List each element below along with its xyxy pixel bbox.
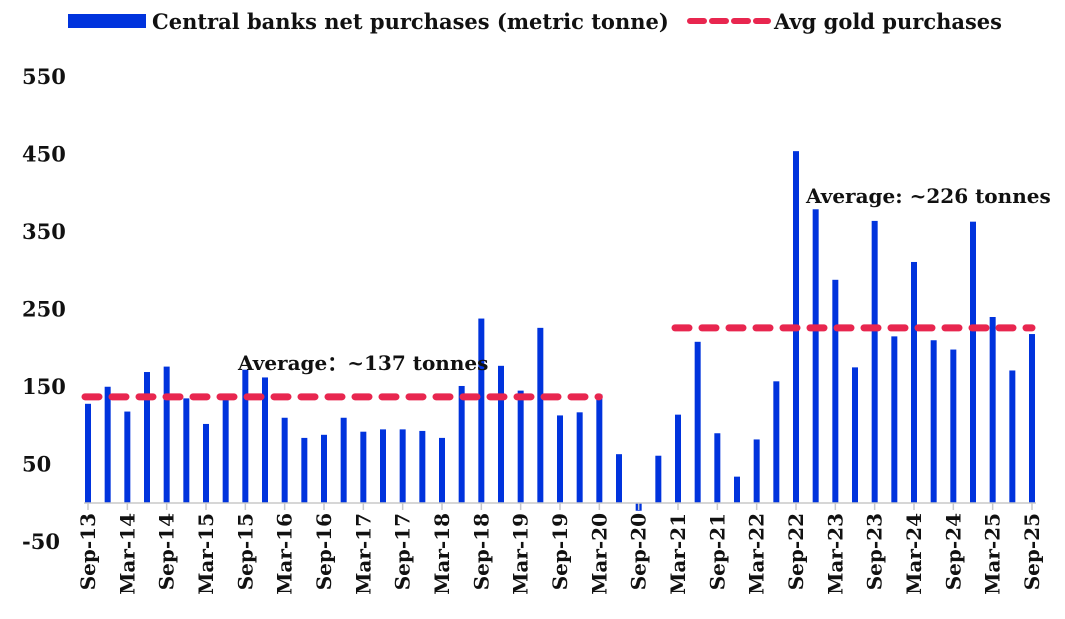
bar-Mar-20 [596,394,603,503]
bar-Sep-13 [85,403,91,503]
x-axis: Sep-13 Mar-14 Sep-14 Mar-15 Sep-15 Mar-16 Sep-… [76,502,1044,595]
bar-Sep-16 [321,434,327,503]
bar-Jun-21 [694,341,701,503]
x-tick-label: Mar-14 [115,513,139,595]
bar-Jun-16 [301,437,308,503]
x-tick-label: Mar-24 [902,513,926,595]
bar-Dec-17 [419,430,426,503]
bar-Mar-19 [517,390,524,503]
bar-Sep-18 [478,318,485,503]
x-tick-label: Mar-21 [666,513,690,595]
bar-Sep-21 [714,433,721,503]
bar-Dec-23 [891,336,898,503]
bar-Mar-17 [360,431,367,503]
y-tick-label: 350 [22,219,66,244]
x-tick-label: Mar-16 [273,513,297,595]
bar-Jun-25 [1009,370,1016,503]
legend-label-avg: Avg gold purchases [773,9,1002,34]
x-tick-label: Sep-23 [863,513,887,590]
bar-Dec-15 [262,377,268,503]
bar-Dec-18 [498,365,504,503]
y-tick-label: 50 [22,451,51,476]
x-tick-label: Mar-15 [194,513,218,595]
average-annotation: Average：~137 tonnes [237,351,488,375]
bar-Mar-16 [281,417,288,503]
y-tick-label: -50 [22,529,60,554]
x-tick-label: Mar-18 [430,513,454,595]
bar-Jun-18 [458,385,465,503]
x-tick-label: Mar-19 [509,513,533,595]
bar-Sep-24 [950,349,957,503]
bar-Dec-24 [970,221,976,504]
bar-Sep-17 [399,429,406,503]
bar-Dec-14 [183,398,190,503]
bar-Mar-21 [675,414,681,503]
x-tick-label: Sep-22 [784,513,808,590]
x-tick-label: Sep-13 [76,513,100,590]
bar-Mar-24 [911,261,917,503]
x-tick-label: Sep-17 [391,513,415,590]
bar-Jun-19 [537,327,544,503]
bar-Jun-24 [930,340,937,503]
x-tick-label: Sep-21 [705,513,729,590]
x-tick-label: Sep-18 [469,513,493,590]
legend-swatch-bars [68,14,146,28]
bar-Jun-15 [222,393,229,503]
y-axis: 550 450 350 250 150 50 -50 [22,64,66,554]
bar-Dec-21 [734,476,740,503]
x-tick-label: Sep-14 [155,513,179,590]
bar-Sep-25 [1029,334,1035,503]
x-tick-label: Mar-25 [981,513,1005,595]
y-tick-label: 250 [22,296,66,321]
x-tick-label: Sep-19 [548,513,572,590]
bar-Jun-17 [380,429,386,503]
y-tick-label: 550 [22,64,66,89]
legend: Central banks net purchases (metric tonn… [68,9,1002,34]
x-tick-label: Sep-24 [941,513,965,590]
bar-Mar-25 [989,317,996,503]
x-tick-label: Mar-23 [823,513,847,595]
bar-Mar-15 [203,423,209,503]
bar-Dec-13 [104,386,111,503]
x-tick-label: Sep-20 [627,513,651,590]
x-tick-label: Mar-20 [587,513,611,595]
y-tick-label: 450 [22,141,66,166]
bar-Dec-16 [340,417,347,503]
bar-Jun-14 [144,372,150,503]
bar-Dec-19 [576,412,583,503]
bar-Jun-20 [616,454,622,503]
bar-Sep-23 [871,220,878,503]
legend-label-bars: Central banks net purchases (metric tonn… [152,9,669,34]
x-tick-label: Mar-17 [351,513,375,595]
bar-Dec-22 [812,209,819,503]
bar-Mar-23 [832,279,839,503]
bar-Mar-22 [753,439,760,503]
bar-Jun-22 [773,381,780,503]
bar-Mar-14 [124,411,131,503]
average-annotation: Average: ~226 tonnes [805,184,1051,208]
bar-Dec-20 [655,455,662,503]
average-lines: Average：~137 tonnes Average: ~226 tonnes [81,184,1051,401]
x-tick-label: Sep-25 [1020,513,1044,590]
x-tick-label: Sep-15 [233,513,257,590]
bar-Mar-18 [439,437,445,503]
x-tick-label: Mar-22 [745,513,769,595]
y-tick-label: 150 [22,374,66,399]
bar-Sep-14 [163,366,170,503]
bar-Sep-19 [557,415,563,503]
bar-Jun-23 [852,367,858,503]
bar-Sep-15 [242,369,249,503]
x-tick-label: Sep-16 [312,513,336,590]
